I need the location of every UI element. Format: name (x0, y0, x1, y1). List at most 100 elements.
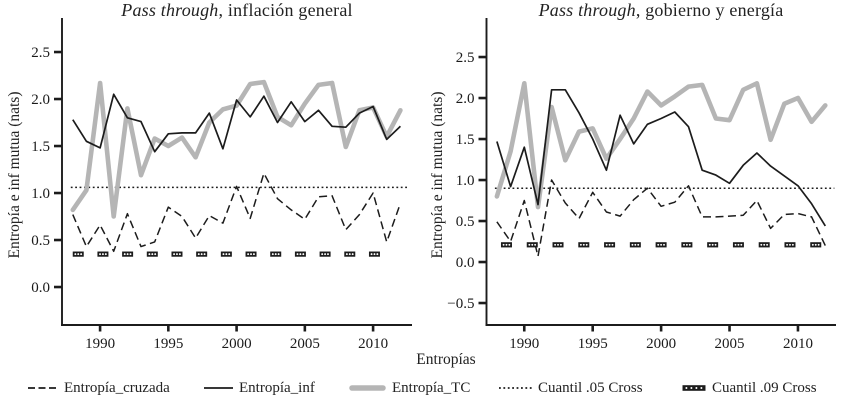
marker-dot (274, 253, 277, 256)
marker-dot (663, 243, 665, 246)
marker-dot (817, 243, 820, 246)
marker-dot (734, 243, 737, 246)
marker-dot (557, 243, 559, 246)
left-panel-y-tick-label: 0.0 (31, 280, 50, 296)
marker-dot (173, 253, 176, 256)
marker-dot (657, 243, 660, 246)
legend-label: Entropía_cruzada (64, 379, 170, 396)
right-panel-y-tick-label: 0.0 (456, 255, 475, 271)
legend-item-cuantil-09: Cuantil .09 Cross (682, 377, 817, 399)
marker-dot (77, 253, 80, 256)
marker-dot (197, 253, 200, 256)
marker-dot (302, 253, 305, 256)
marker-dot (203, 253, 206, 256)
marker-dot (608, 243, 611, 246)
right-panel-x-tick-label: 2000 (646, 336, 676, 352)
marker-dot (811, 243, 814, 246)
panel-title-left: Pass through, inflación general (62, 0, 412, 21)
legend-label: Cuantil .09 Cross (712, 379, 817, 396)
dotted-line-swatch-icon (499, 387, 532, 389)
marker-dot (708, 243, 711, 246)
marker-dot (685, 243, 688, 246)
marker-dot (129, 253, 132, 256)
marker-dot (688, 243, 691, 246)
title-italic-left: Pass through (121, 0, 219, 20)
marker-dot (222, 253, 225, 256)
marker-dot (321, 253, 324, 256)
marker-dot (126, 253, 129, 256)
marker-dot (351, 253, 354, 256)
title-italic-right: Pass through (538, 0, 636, 20)
title-rest-left: , inflación general (218, 0, 353, 20)
marker-dot (637, 243, 640, 246)
marker-dot (737, 243, 740, 246)
legend-item-entropia-inf: Entropía_inf (204, 377, 315, 399)
marker-dot (80, 253, 83, 256)
marker-dot (605, 243, 608, 246)
marker-dot (200, 253, 203, 256)
left-panel-entropia-cruzada-line (72, 172, 402, 253)
marker-dot (345, 253, 348, 256)
left-panel-y-tick-label: 1.0 (31, 186, 50, 202)
left-panel-x-tick-label: 2010 (358, 336, 388, 352)
marker-dot (534, 243, 537, 246)
legend-label: Cuantil .05 Cross (538, 379, 643, 396)
marker-dot (296, 253, 299, 256)
marker-dot (277, 253, 280, 256)
marker-dot (791, 243, 794, 246)
marker-dot (154, 253, 157, 256)
right-panel-x-tick-label: 1995 (578, 336, 608, 352)
marker-dot (101, 253, 104, 256)
marker-dot (151, 253, 154, 256)
legend-item-cuantil-05: Cuantil .05 Cross (499, 377, 643, 399)
right-panel-y-tick-label: −0.5 (447, 296, 474, 312)
marker-dot (299, 253, 302, 256)
title-rest-right: , gobierno y energía (635, 0, 784, 20)
marker-dot (104, 253, 107, 256)
legend-label: Entropía_inf (239, 379, 315, 396)
marker-dot (348, 253, 351, 256)
marker-dot (252, 253, 255, 256)
marker-dot (554, 243, 557, 246)
marker-dot (683, 243, 685, 246)
legend-label: Entropía_TC (392, 379, 471, 396)
legend-item-entropia-cruzada: Entropía_cruzada (28, 377, 170, 399)
left-panel-x-tick-label: 2005 (290, 336, 320, 352)
marker-dot (74, 253, 77, 256)
marker-dot (631, 243, 634, 246)
left-panel-entropia-inf-line (72, 93, 401, 153)
left-panel-y-tick-label: 0.5 (31, 233, 50, 249)
x-axis-label: Entropías (416, 351, 476, 368)
right-panel-y-tick-label: 1.5 (456, 132, 475, 148)
marker-dot (123, 253, 126, 256)
marker-dot (225, 253, 228, 256)
marker-dot (585, 243, 588, 246)
right-panel-entropia-inf-line (496, 88, 827, 227)
marker-dot (250, 253, 252, 256)
right-panel-y-tick-label: 2.0 (456, 91, 475, 107)
marker-dot (176, 253, 178, 256)
right-panel-y-tick-label: 0.5 (456, 214, 475, 230)
marker-dot (508, 243, 511, 246)
marker-dot (582, 243, 585, 246)
marker-dot (559, 243, 562, 246)
marker-dot (528, 243, 531, 246)
right-panel-x-tick-label: 1990 (509, 336, 539, 352)
marker-dot (711, 243, 714, 246)
right-panel-entropia-cruzada-line (496, 179, 826, 258)
marker-dot (247, 253, 250, 256)
marker-dot (786, 243, 789, 246)
marker-dot (714, 243, 717, 246)
marker-dot (760, 243, 763, 246)
left-panel-x-tick-label: 1990 (85, 336, 115, 352)
right-panel-entropia-tc-line (494, 81, 828, 210)
marker-dot (505, 243, 508, 246)
marker-dot (373, 253, 376, 256)
marker-dot (766, 243, 769, 246)
marker-dot (531, 243, 534, 246)
right-panel-y-tick-label: 2.5 (456, 50, 475, 66)
marker-dot (634, 243, 637, 246)
left-panel-entropia-tc-line (70, 79, 403, 219)
